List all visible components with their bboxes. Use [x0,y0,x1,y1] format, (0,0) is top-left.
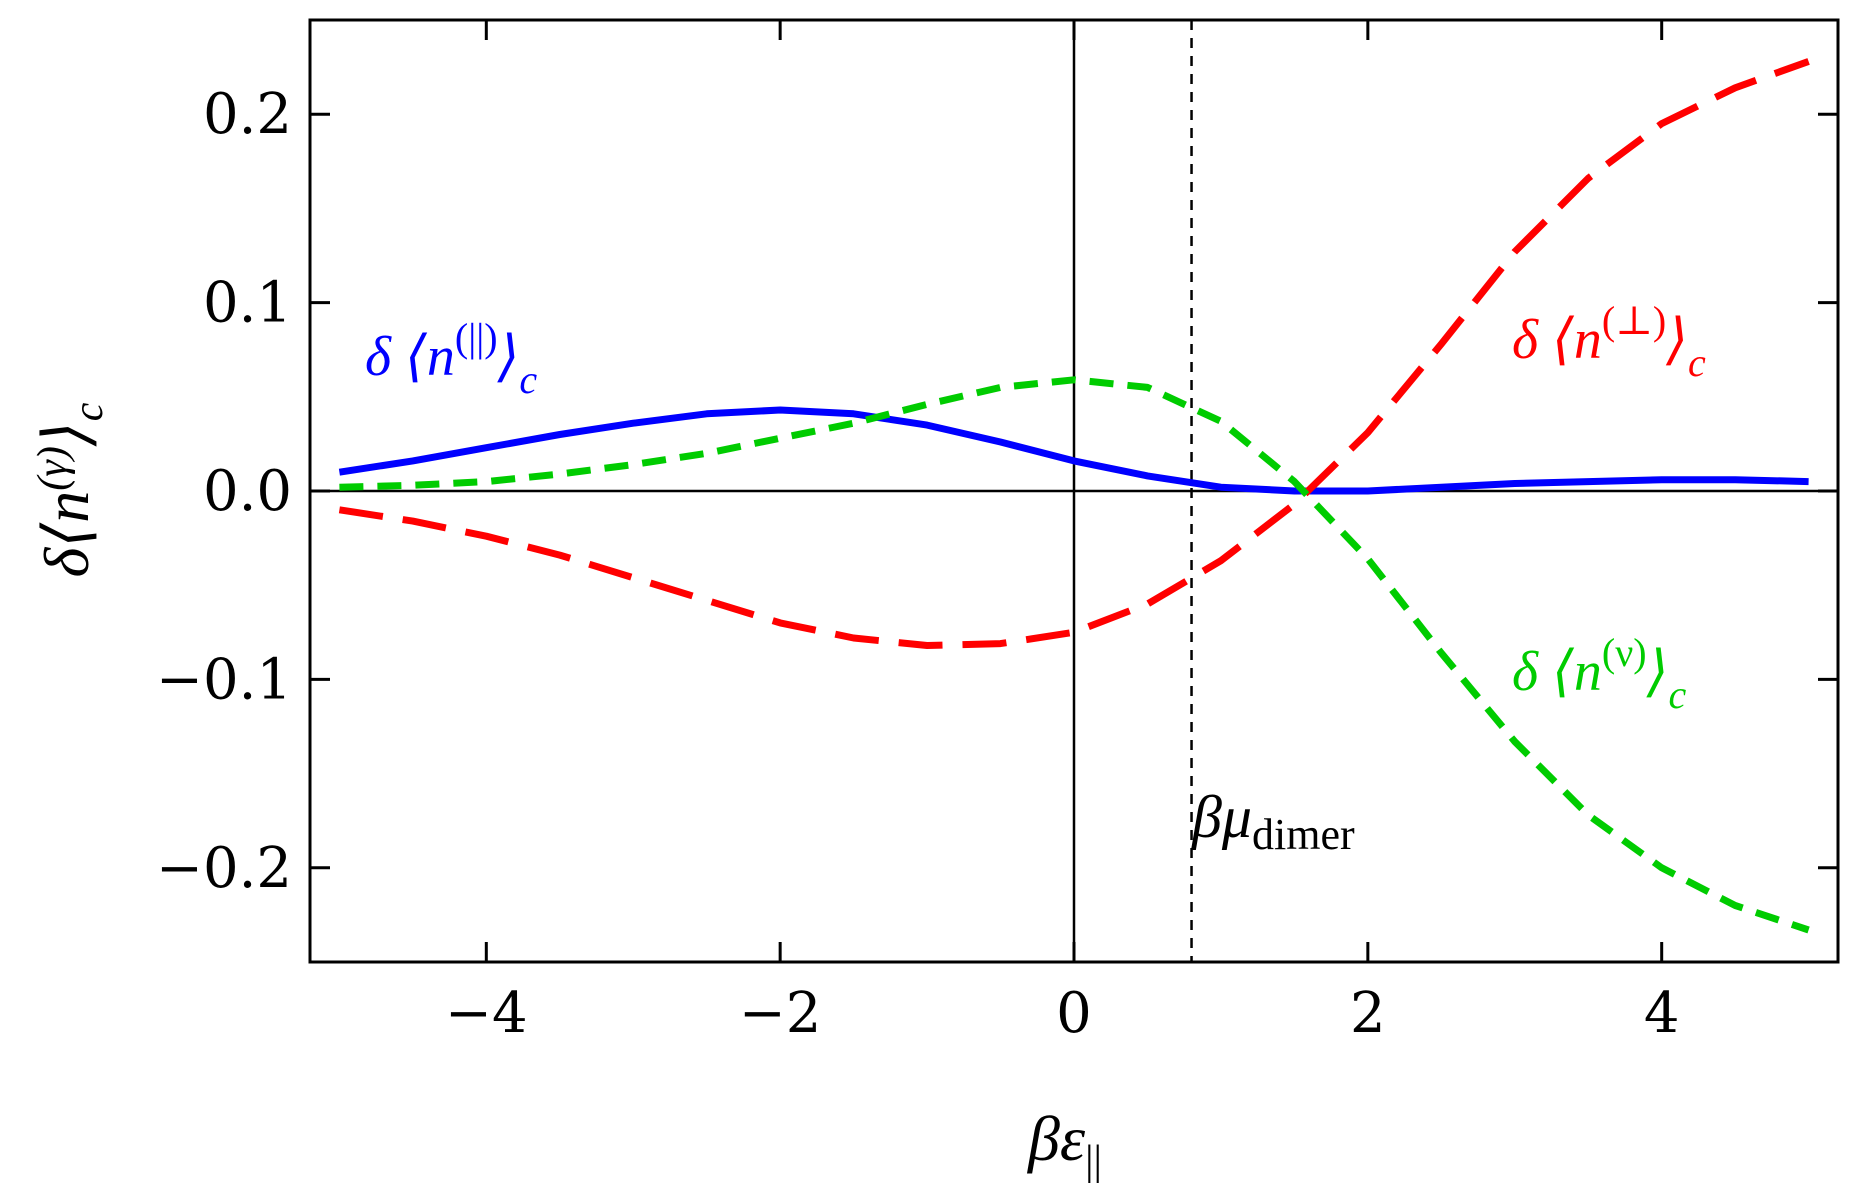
axis-ticks [310,20,1838,962]
reference-lines [310,20,1838,962]
series-label-nu: δ ⟨n(ν)⟩c [1512,630,1686,717]
series-label-perpendicular: δ ⟨n(⊥)⟩c [1512,298,1706,385]
y-tick-label: −0.1 [156,647,292,712]
x-tick-label: −4 [445,981,528,1046]
mu-dimer-annotation: βμdimer [1191,784,1355,859]
y-tick-label: −0.2 [156,836,292,901]
x-tick-label: 0 [1056,981,1092,1046]
series-label-parallel: δ ⟨n(||)⟩c [365,315,537,402]
data-series [338,58,1810,934]
y-tick-label: 0.1 [203,271,292,336]
axis-tick-labels: −4 −2 0 2 4 −0.2 −0.1 0.0 0.1 0.2 [156,82,1679,1046]
x-tick-label: 4 [1644,981,1680,1046]
series-line-0 [338,406,1809,495]
x-tick-label: 2 [1350,981,1386,1046]
x-axis-label: βε|| [1026,1103,1102,1184]
series-line-1 [338,58,1810,649]
y-tick-label: 0.2 [203,82,292,147]
x-tick-label: −2 [739,981,822,1046]
y-axis-label: δ⟨n(γ)⟩c [30,402,112,577]
series-line-2 [339,376,1810,934]
y-tick-label: 0.0 [203,459,292,524]
